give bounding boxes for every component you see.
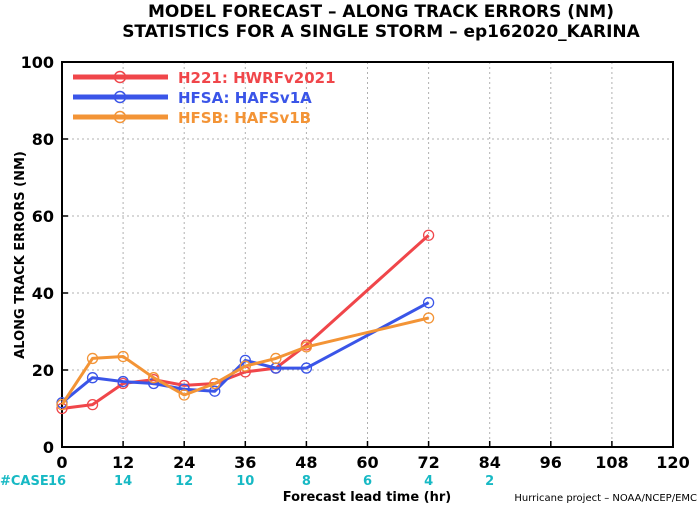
case-counts: #CASE 16 14 12 10 8 6 4 2 [0, 474, 494, 489]
series-line [60, 316, 429, 406]
chart-subtitle: STATISTICS FOR A SINGLE STORM – ep162020… [122, 22, 640, 42]
x-tick-label: 84 [479, 453, 501, 472]
grid [62, 62, 673, 447]
legend: H221: HWRFv2021 HFSA: HAFSv1A HFSB: HAFSv1… [73, 69, 336, 127]
x-tick-label: 0 [56, 453, 67, 472]
y-tick-label: 0 [43, 438, 54, 457]
y-tick-label: 40 [32, 284, 54, 303]
data-point [86, 398, 99, 411]
series-3 [56, 312, 435, 411]
series-line [61, 234, 430, 410]
axes: 0 20 40 60 80 100 0 12 24 36 48 60 72 84 96 108 120 [21, 53, 690, 472]
data-point [117, 375, 129, 388]
x-tick-label: 12 [112, 453, 134, 472]
y-tick-label: 100 [21, 53, 54, 72]
x-axis-label: Forecast lead time (hr) [283, 490, 451, 505]
x-tick-label: 48 [295, 453, 317, 472]
data-point [147, 372, 160, 384]
x-tick-label: 96 [540, 453, 562, 472]
plot-frame [61, 61, 674, 448]
data-point [300, 341, 313, 353]
data-point [178, 389, 190, 401]
y-tick-label: 20 [32, 361, 54, 380]
credit: Hurricane project – NOAA/NCEP/EMC [514, 493, 697, 504]
data-point [86, 372, 99, 384]
legend-marker [113, 70, 127, 84]
chart-title: MODEL FORECAST – ALONG TRACK ERRORS (NM) [148, 2, 614, 22]
case-count: 6 [363, 474, 372, 489]
case-label: #CASE [0, 474, 49, 489]
x-tick-label: 36 [234, 453, 256, 472]
legend-label: HFSA: HAFSv1A [178, 89, 312, 107]
x-tick-label: 120 [656, 453, 689, 472]
data-point [239, 360, 251, 372]
data-point [209, 377, 221, 390]
case-count: 2 [485, 474, 494, 489]
data-point [117, 350, 129, 363]
legend-marker [113, 110, 127, 124]
x-tick-label: 108 [595, 453, 628, 472]
case-count: 16 [48, 474, 66, 489]
data-point [422, 229, 435, 241]
data-point [56, 398, 68, 411]
data-point [209, 385, 221, 397]
x-tick-label: 72 [417, 453, 439, 472]
legend-label: H221: HWRFv2021 [178, 69, 336, 87]
case-count: 4 [424, 474, 433, 489]
series-layer [56, 229, 435, 415]
data-point [422, 296, 435, 309]
data-point [422, 312, 435, 324]
x-tick-label: 24 [173, 453, 195, 472]
y-tick-label: 80 [32, 130, 54, 149]
y-axis-label: ALONG TRACK ERRORS (NM) [13, 151, 28, 359]
case-count: 14 [114, 474, 132, 489]
legend-marker [113, 90, 127, 104]
data-point [86, 352, 99, 365]
legend-label: HFSB: HAFSv1B [178, 109, 311, 127]
y-tick-label: 60 [32, 207, 54, 226]
case-count: 10 [236, 474, 254, 489]
case-count: 12 [175, 474, 193, 489]
data-point [300, 362, 313, 374]
data-point [270, 352, 282, 365]
case-count: 8 [302, 474, 311, 489]
x-tick-label: 60 [356, 453, 378, 472]
